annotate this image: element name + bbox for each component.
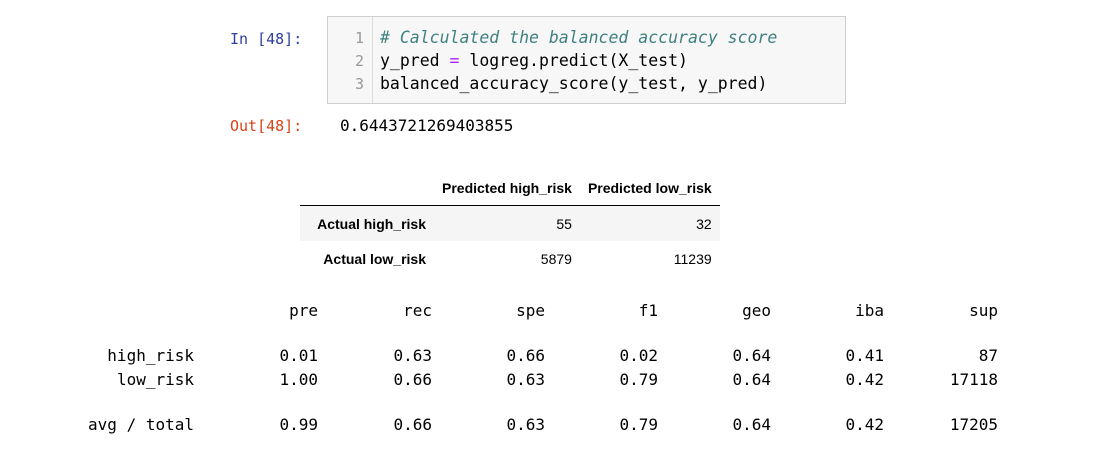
report-value: 0.63 [506,415,545,434]
line-number: 3 [354,75,364,93]
report-row-label: high_risk [107,346,194,365]
line-number: 2 [354,52,364,70]
report-value: 0.79 [619,415,658,434]
code-line-2: y_pred = logreg.predict(X_test) [380,51,688,70]
report-value: 0.64 [732,370,771,389]
report-value: 17205 [949,415,998,434]
report-header: iba [855,301,884,320]
table-row: Actual high_risk 55 32 [300,205,720,241]
column-header [300,170,434,206]
code-cell[interactable]: 1 2 3 # Calculated the balanced accuracy… [327,16,846,104]
report-header: spe [516,301,545,320]
report-value: 0.66 [393,370,432,389]
cell: 5879 [540,250,572,267]
report-value: 17118 [949,370,998,389]
report-value: 87 [978,346,998,365]
table-row: Actual low_risk 5879 11239 [300,241,720,276]
report-value: 0.64 [732,415,771,434]
output-prompt: Out[48]: [230,117,303,135]
report-value: 0.41 [845,346,884,365]
code-line-1: # Calculated the balanced accuracy score [380,28,778,47]
report-value: 0.99 [279,415,318,434]
confusion-matrix-table: Predicted high_risk Predicted low_risk A… [300,170,720,276]
output-value: 0.6443721269403855 [340,116,514,135]
row-header: Actual high_risk [317,215,426,232]
report-header: sup [969,301,998,320]
cell: 11239 [673,250,712,267]
report-value: 0.79 [619,370,658,389]
report-header: f1 [638,301,658,320]
report-value: 0.66 [393,415,432,434]
report-value: 0.42 [845,370,884,389]
report-header: geo [742,301,771,320]
row-header: Actual low_risk [323,250,426,267]
report-value: 0.02 [619,346,658,365]
report-header: rec [403,301,432,320]
report-header: pre [289,301,318,320]
input-prompt: In [48]: [230,30,303,48]
report-row-label: avg / total [88,415,194,434]
report-value: 0.64 [732,346,771,365]
report-value: 0.63 [506,370,545,389]
line-gutter: 1 2 3 [328,17,373,103]
cell: 55 [556,215,572,232]
column-header: Predicted low_risk [579,170,720,206]
code-line-3: balanced_accuracy_score(y_test, y_pred) [380,74,768,93]
column-header: Predicted high_risk [434,170,580,206]
report-value: 1.00 [279,370,318,389]
line-number: 1 [354,29,364,47]
report-value: 0.01 [279,346,318,365]
report-row-label: low_risk [116,370,194,389]
cell: 32 [696,215,712,232]
report-value: 0.42 [845,415,884,434]
report-value: 0.66 [506,346,545,365]
report-value: 0.63 [393,346,432,365]
